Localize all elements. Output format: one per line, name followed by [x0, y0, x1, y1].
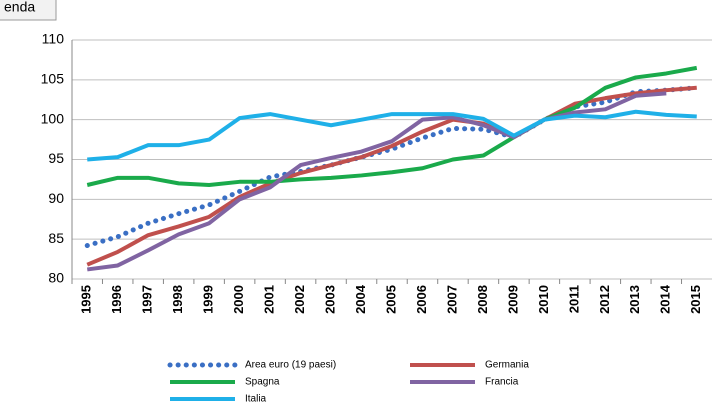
x-tick-label: 2002 [292, 285, 307, 314]
series-line [87, 109, 697, 162]
y-tick-label: 85 [48, 230, 64, 246]
x-tick-label: 2013 [627, 285, 642, 314]
x-tick-label: 2008 [475, 285, 490, 314]
x-tick-label: 1997 [140, 285, 155, 314]
x-tick-label: 1998 [170, 285, 185, 314]
x-tick-label: 1999 [201, 285, 216, 314]
x-tick-label: 2004 [353, 284, 368, 314]
x-tick-label: 2010 [536, 285, 551, 314]
series-line [86, 85, 697, 267]
x-tick-label: 2000 [231, 285, 246, 314]
tab[interactable] [0, 0, 57, 21]
legend-label: Area euro (19 paesi) [245, 360, 336, 371]
y-tick-label: 80 [48, 270, 64, 286]
y-tick-label: 100 [41, 110, 65, 126]
legend-label: Italia [245, 394, 267, 403]
legend-label: Francia [485, 377, 519, 388]
x-tick-label: 2012 [597, 285, 612, 314]
y-tick-label: 95 [48, 150, 64, 166]
x-tick-label: 2006 [414, 285, 429, 314]
x-tick-label: 2005 [383, 285, 398, 314]
x-tick-label: 2009 [505, 285, 520, 314]
x-tick-label: 2001 [262, 285, 277, 314]
x-tick-label: 1995 [79, 285, 94, 314]
series-line [84, 85, 700, 249]
x-tick-label: 2011 [566, 285, 581, 313]
y-tick-label: 90 [48, 190, 64, 206]
legend-label: Germania [485, 360, 529, 371]
x-tick-label: 1996 [109, 285, 124, 314]
y-tick-label: 105 [41, 71, 65, 87]
x-tick-label: 2014 [658, 284, 673, 314]
y-tick-label: 110 [42, 31, 65, 47]
x-tick-label: 2015 [688, 285, 703, 314]
legend-label: Spagna [245, 377, 280, 388]
x-tick-label: 2003 [322, 285, 337, 314]
x-tick-label: 2007 [444, 285, 459, 314]
tab-label[interactable]: enda [4, 0, 35, 15]
series-line [86, 91, 667, 272]
series-line [86, 65, 698, 187]
